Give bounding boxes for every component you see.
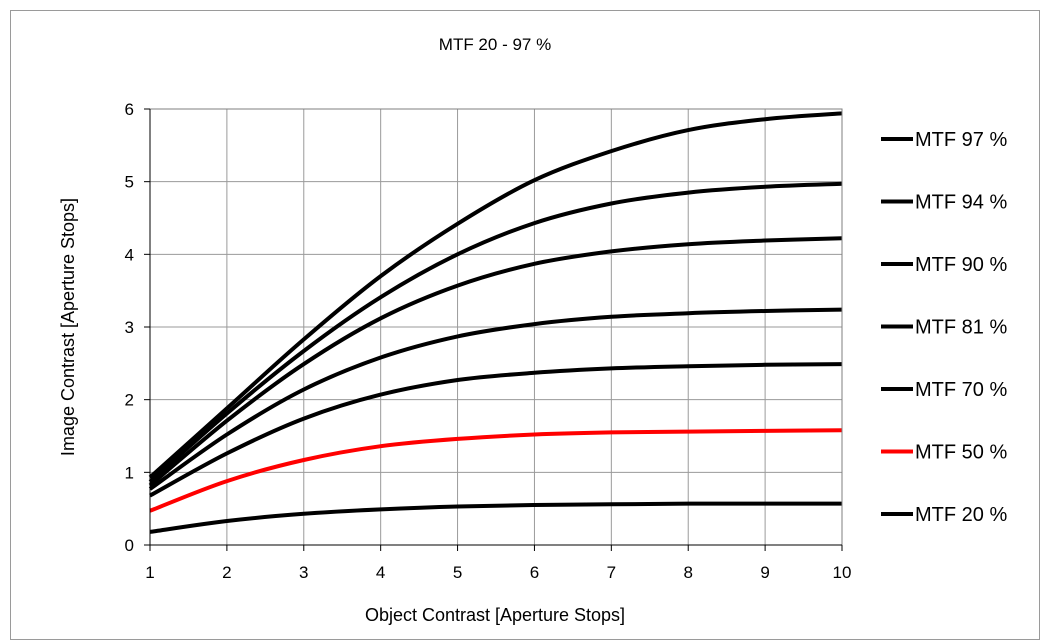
- legend: MTF 97 % MTF 94 % MTF 90 % MTF 81 % MTF 70 %…: [881, 129, 1007, 526]
- legend-label: MTF 90 %: [915, 254, 1007, 276]
- legend-label: MTF 97 %: [915, 129, 1007, 151]
- x-tick-label: 1: [145, 563, 154, 582]
- legend-label: MTF 81 %: [915, 317, 1007, 339]
- y-tick-label: 2: [125, 391, 134, 410]
- x-tick-label: 3: [299, 563, 308, 582]
- series-line-mtf-70: [149, 362, 843, 498]
- series-line-mtf-97: [148, 111, 843, 479]
- x-tick-labels: 1 2 3 4 5 6 7 8 9 10: [145, 563, 851, 582]
- x-tick-label: 2: [222, 563, 231, 582]
- legend-label: MTF 94 %: [915, 192, 1007, 214]
- y-tick-label: 3: [125, 318, 134, 337]
- y-tick-labels: 0 1 2 3 4 5 6: [125, 100, 134, 555]
- x-tick-label: 10: [833, 563, 852, 582]
- y-tick-label: 1: [125, 463, 134, 482]
- legend-item-mtf-97: MTF 97 %: [881, 129, 1007, 151]
- series-line-mtf-50: [149, 428, 843, 513]
- y-tick-label: 6: [125, 100, 134, 119]
- series-line-mtf-90: [148, 236, 843, 487]
- legend-item-mtf-70: MTF 70 %: [881, 379, 1007, 401]
- axes: [144, 108, 843, 551]
- series-layer: [148, 111, 843, 534]
- y-tick-label: 5: [125, 173, 134, 192]
- legend-label: MTF 20 %: [915, 504, 1007, 526]
- legend-label: MTF 50 %: [915, 442, 1007, 464]
- y-tick-label: 0: [125, 536, 134, 555]
- x-tick-label: 9: [760, 563, 769, 582]
- series-line-mtf-81: [148, 307, 843, 491]
- legend-item-mtf-94: MTF 94 %: [881, 192, 1007, 214]
- legend-item-mtf-50: MTF 50 %: [881, 442, 1007, 464]
- x-tick-label: 5: [453, 563, 462, 582]
- legend-item-mtf-90: MTF 90 %: [881, 254, 1007, 276]
- chart-title: MTF 20 - 97 %: [439, 35, 551, 54]
- legend-item-mtf-81: MTF 81 %: [881, 317, 1007, 339]
- x-tick-label: 8: [683, 563, 692, 582]
- y-axis-label: Image Contrast [Aperture Stops]: [58, 198, 78, 456]
- legend-item-mtf-20: MTF 20 %: [881, 504, 1007, 526]
- series-line-mtf-94: [148, 181, 843, 484]
- y-tick-label: 4: [125, 245, 134, 264]
- x-tick-label: 6: [530, 563, 539, 582]
- x-axis-label: Object Contrast [Aperture Stops]: [365, 605, 625, 625]
- x-tick-label: 4: [376, 563, 385, 582]
- legend-label: MTF 70 %: [915, 379, 1007, 401]
- series-line-mtf-20: [149, 501, 842, 534]
- x-tick-label: 7: [607, 563, 616, 582]
